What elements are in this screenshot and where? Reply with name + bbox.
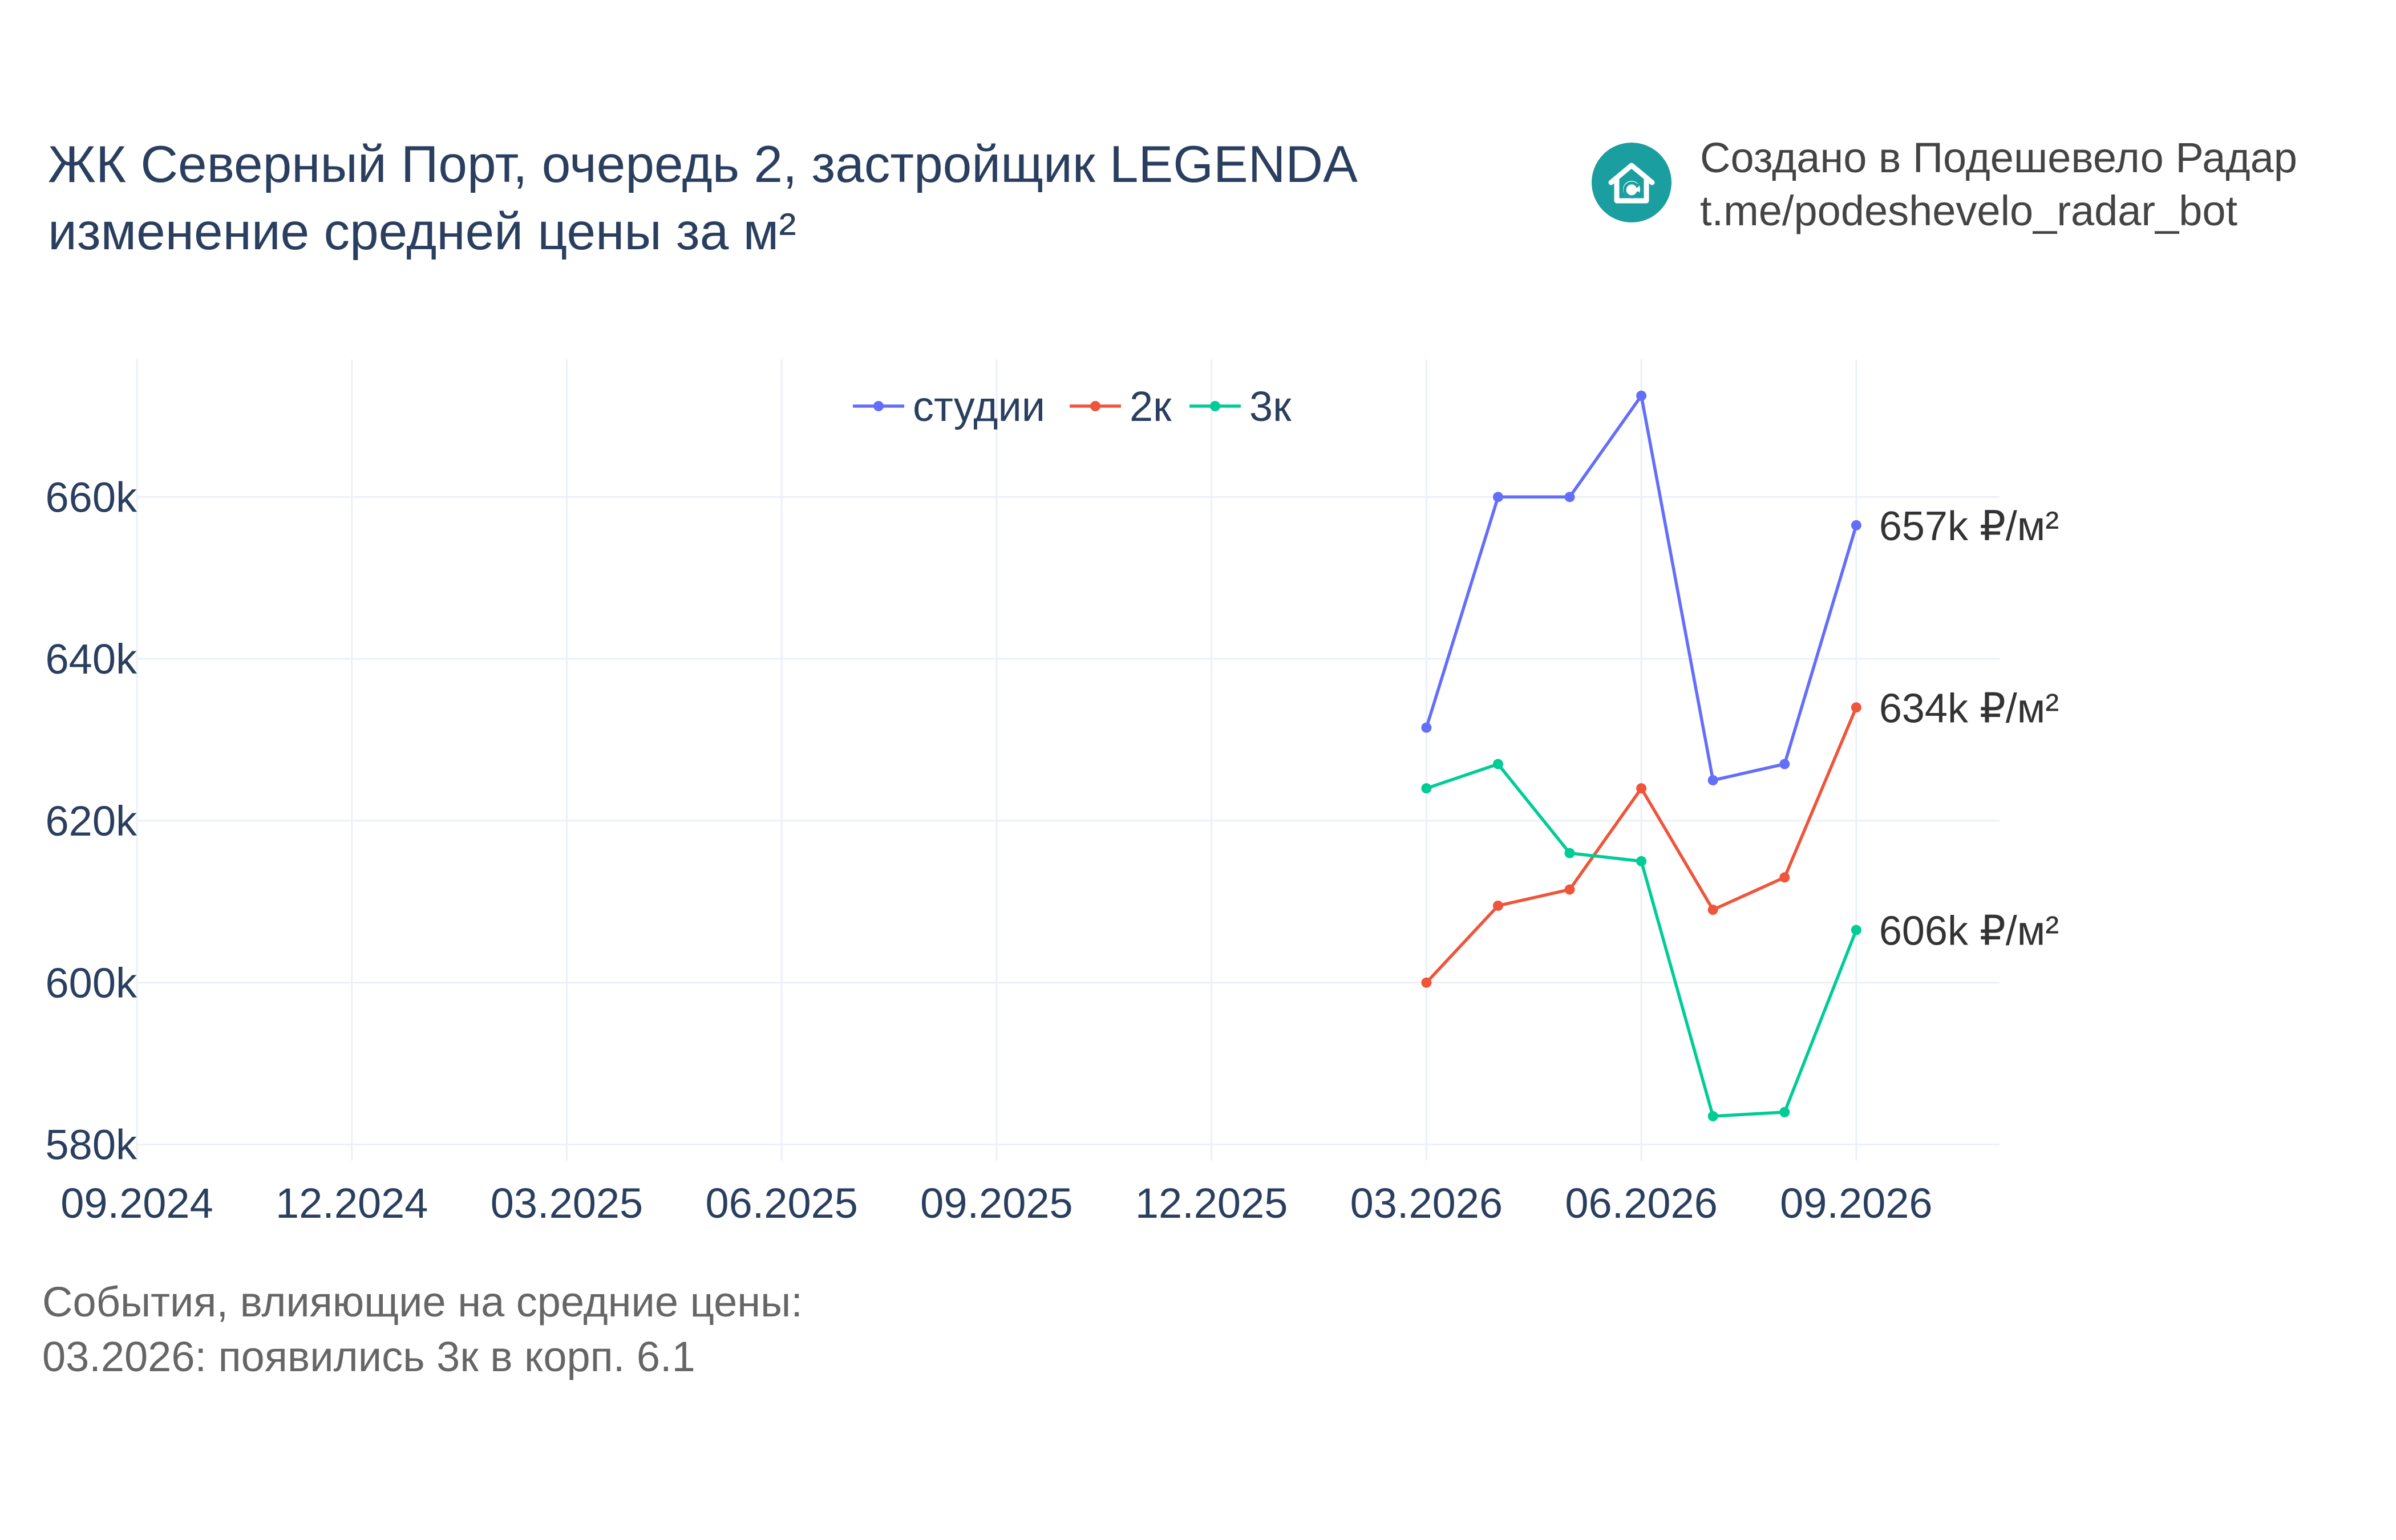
- data-point: [1492, 492, 1503, 502]
- data-point: [1492, 900, 1503, 911]
- x-tick-label: 12.2025: [1135, 1180, 1288, 1227]
- event-item: 03.2026: появились 3к в корп. 6.1: [42, 1333, 695, 1380]
- x-tick-label: 09.2025: [920, 1180, 1073, 1227]
- chart-title-line-2: изменение средней цены за м²: [48, 203, 796, 261]
- legend-item-label: студии: [913, 383, 1045, 430]
- x-tick-label: 03.2025: [491, 1180, 643, 1227]
- data-point: [1851, 925, 1861, 935]
- data-point: [1564, 884, 1575, 895]
- x-tick-label: 09.2024: [60, 1180, 213, 1227]
- x-tick-label: 03.2026: [1350, 1180, 1503, 1227]
- x-tick-label: 06.2025: [705, 1180, 858, 1227]
- legend-item-label: 3к: [1249, 383, 1292, 430]
- house-refresh-icon: [1592, 143, 1671, 222]
- data-point: [1707, 905, 1718, 915]
- y-tick-label: 600k: [46, 959, 137, 1007]
- data-point: [1492, 759, 1503, 769]
- data-point: [1636, 390, 1647, 401]
- end-value-label: 634k ₽/м²: [1879, 686, 2059, 731]
- events-note: События, влияющие на средние цены: 03.20…: [42, 1275, 803, 1384]
- brand-text: Создано в Подешевело Радар t.me/podeshev…: [1700, 131, 2297, 237]
- data-point: [1779, 759, 1790, 769]
- brand-link[interactable]: t.me/podeshevelo_radar_bot: [1700, 187, 2238, 234]
- end-value-label: 657k ₽/м²: [1879, 504, 2059, 549]
- brand-line-1: Создано в Подешевело Радар: [1700, 134, 2297, 181]
- legend-marker: [1090, 401, 1100, 411]
- y-tick-label: 660k: [46, 473, 137, 521]
- y-tick-label: 580k: [46, 1121, 137, 1169]
- y-tick-label: 620k: [46, 797, 137, 845]
- data-point: [1851, 520, 1861, 530]
- data-point: [1707, 1111, 1718, 1121]
- data-point: [1636, 783, 1647, 794]
- data-point: [1636, 856, 1647, 866]
- data-point: [1421, 977, 1432, 988]
- x-tick-label: 06.2026: [1565, 1180, 1718, 1227]
- data-point: [1779, 872, 1790, 883]
- data-point: [1564, 492, 1575, 502]
- data-point: [1707, 775, 1718, 785]
- events-heading: События, влияющие на средние цены:: [42, 1278, 803, 1326]
- x-tick-label: 09.2026: [1780, 1180, 1933, 1227]
- x-tick-label: 12.2024: [276, 1180, 428, 1227]
- data-point: [1421, 783, 1432, 794]
- data-point: [1779, 1107, 1790, 1117]
- data-point: [1851, 702, 1861, 713]
- data-point: [1421, 722, 1432, 733]
- legend-marker: [1210, 401, 1220, 411]
- y-tick-label: 640k: [46, 635, 137, 683]
- chart-title: ЖК Северный Порт, очередь 2, застройщик …: [48, 131, 1358, 266]
- end-value-label: 606k ₽/м²: [1879, 909, 2059, 954]
- chart-title-line-1: ЖК Северный Порт, очередь 2, застройщик …: [48, 136, 1358, 193]
- legend-marker: [873, 401, 884, 411]
- data-point: [1564, 848, 1575, 858]
- legend-item-label: 2к: [1130, 383, 1172, 430]
